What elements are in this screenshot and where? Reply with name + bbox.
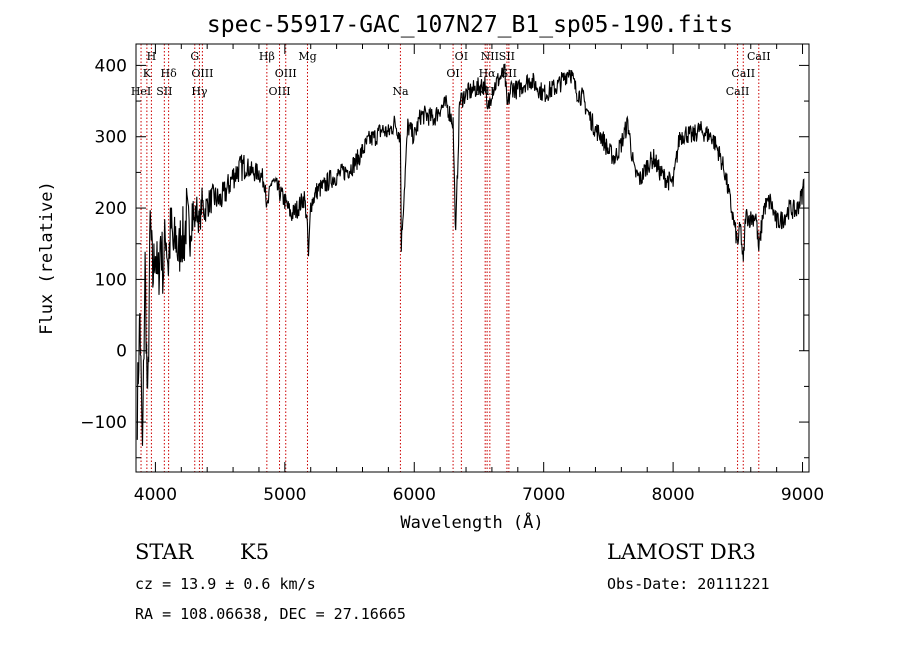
spectral-line-label: Hγ (191, 85, 208, 98)
x-axis-label: Wavelength (Å) (400, 511, 543, 533)
x-tick-label: 8000 (651, 485, 694, 505)
spectral-line-label: OIII (268, 85, 290, 98)
chart-title: spec-55917-GAC_107N27_B1_sp05-190.fits (207, 12, 733, 38)
spectral-line-label: K (143, 67, 152, 80)
plot-frame (135, 43, 810, 473)
spectral-line-label: NII (481, 50, 499, 63)
x-tick-label: 6000 (393, 485, 436, 505)
redshift-cz: cz = 13.9 ± 0.6 km/s (135, 575, 316, 593)
spectral-line-label: Hδ (161, 67, 178, 80)
spectral-line-markers (140, 44, 760, 472)
spectral-line-label: HeI (131, 85, 151, 98)
spectral-line-label: OIII (275, 67, 297, 80)
spectral-line-label: CaII (726, 85, 750, 98)
spectral-line-label: OI (455, 50, 468, 63)
observation-date: Obs-Date: 20111221 (607, 575, 770, 593)
spectral-line-label: Mg (298, 50, 316, 63)
y-axis-label: Flux (relative) (37, 181, 57, 335)
spectral-line-label: SII (499, 50, 515, 63)
spectral-line-label: CaII (747, 50, 771, 63)
x-tick-label: 7000 (522, 485, 565, 505)
spectral-line-label: SII (156, 85, 172, 98)
y-tick-label: 100 (95, 270, 127, 290)
spectral-line-label: G (190, 50, 199, 63)
spectral-line-label: OIII (191, 67, 213, 80)
x-axis-ticks: 4000 5000 6000 7000 8000 9000 (134, 44, 824, 505)
spectral-line-label: Na (392, 85, 409, 98)
spectral-line-label: Hα (479, 67, 497, 80)
spectral-line-label: CaII (731, 67, 755, 80)
spectral-line-label: Hβ (259, 50, 275, 63)
y-tick-label: 0 (116, 342, 127, 362)
survey-name: LAMOST DR3 (607, 540, 756, 564)
x-tick-label: 9000 (781, 485, 824, 505)
y-tick-label: 300 (95, 128, 127, 148)
y-tick-label: 400 (95, 56, 127, 76)
y-tick-label: 200 (95, 199, 127, 219)
x-tick-label: 4000 (134, 485, 177, 505)
y-axis-ticks: −100 0 100 200 300 400 (80, 56, 809, 459)
object-class: STAR (135, 540, 194, 564)
y-tick-label: −100 (80, 413, 127, 433)
spectral-line-label: OI (446, 67, 459, 80)
spectral-line-label: H (147, 50, 157, 63)
ra-dec-coordinates: RA = 108.06638, DEC = 27.16665 (135, 605, 406, 623)
object-subclass: K5 (240, 540, 269, 564)
flux-series-line (136, 63, 805, 446)
x-tick-label: 5000 (263, 485, 306, 505)
